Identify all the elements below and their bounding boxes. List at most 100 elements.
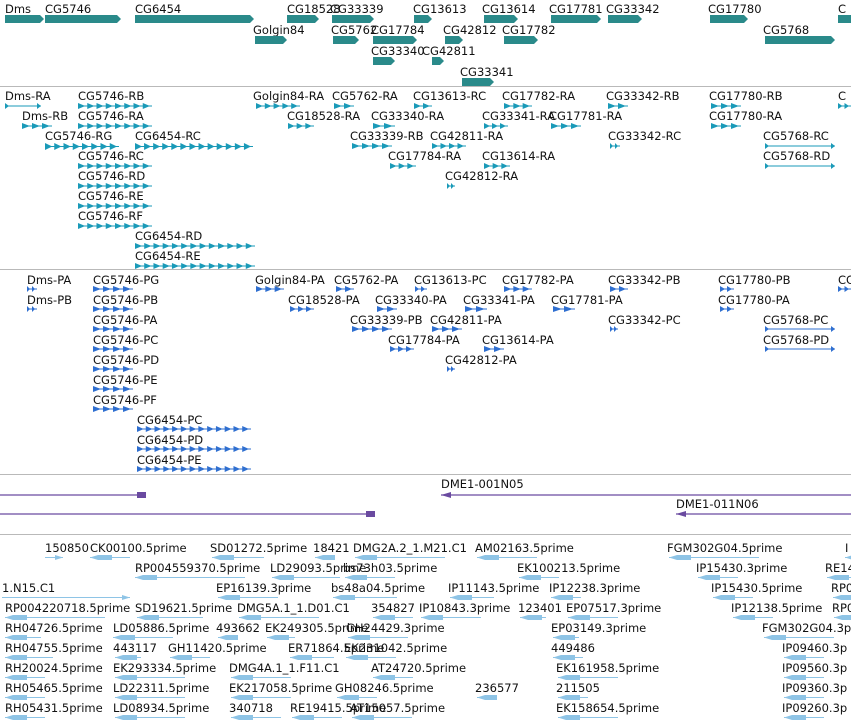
transcript-feature[interactable]	[834, 102, 851, 110]
transcript-label[interactable]: CG5746-RG	[45, 129, 113, 143]
protein-label[interactable]: CG5746-PE	[93, 373, 158, 387]
gene-label[interactable]: CG18528	[287, 2, 341, 16]
protein-label[interactable]: CG13613-PC	[414, 273, 487, 287]
est-feature[interactable]	[829, 594, 851, 601]
est-label[interactable]: 1.N15.C1	[2, 581, 56, 595]
est-feature[interactable]	[227, 674, 295, 681]
transcript-feature[interactable]	[18, 122, 56, 130]
est-label[interactable]: RP004220718.5prime	[5, 601, 131, 615]
est-feature[interactable]	[564, 614, 622, 621]
est-label[interactable]: IP12238.3prime	[549, 581, 641, 595]
est-feature[interactable]	[235, 614, 323, 621]
est-label[interactable]: 123401	[518, 601, 562, 615]
protein-feature[interactable]	[761, 325, 839, 333]
gene-feature[interactable]	[369, 56, 395, 66]
transcript-label[interactable]: CG5746-RC	[78, 149, 144, 163]
transcript-feature[interactable]	[761, 162, 839, 170]
protein-feature[interactable]	[252, 285, 288, 293]
est-label[interactable]: RE14	[825, 561, 851, 575]
transcript-feature[interactable]	[604, 102, 632, 110]
est-label[interactable]: EP16139.3prime	[216, 581, 312, 595]
est-feature[interactable]	[549, 654, 587, 661]
est-label[interactable]: 493662	[216, 621, 260, 635]
gene-feature[interactable]	[283, 14, 319, 24]
gene-label[interactable]: CG17784	[371, 23, 425, 37]
est-label[interactable]: FGM302G04.5prime	[667, 541, 783, 555]
est-label[interactable]: DMG4A.1_1.F11.C1	[229, 661, 340, 675]
protein-label[interactable]: CG	[838, 273, 851, 287]
est-label[interactable]: 340718	[229, 701, 273, 715]
est-feature[interactable]	[341, 574, 399, 581]
est-feature[interactable]	[516, 614, 550, 621]
transcript-label[interactable]: CG5746-RB	[78, 89, 145, 103]
est-feature[interactable]	[554, 674, 622, 681]
gene-feature[interactable]	[441, 35, 463, 45]
est-feature[interactable]	[111, 714, 189, 721]
transcript-label[interactable]: CG17781-RA	[549, 109, 623, 123]
protein-feature[interactable]	[89, 285, 137, 293]
est-label[interactable]: RH04726.5prime	[5, 621, 103, 635]
est-label[interactable]: AT15057.5prime	[350, 701, 446, 715]
est-feature[interactable]	[1, 694, 49, 701]
est-label[interactable]: GH24429.3prime	[346, 621, 445, 635]
protein-label[interactable]: CG6454-PE	[137, 453, 202, 467]
transcript-feature[interactable]	[74, 182, 156, 190]
protein-feature[interactable]	[89, 365, 137, 373]
gene-feature[interactable]	[251, 35, 287, 45]
gene-feature[interactable]	[329, 35, 359, 45]
est-label[interactable]: LD08934.5prime	[113, 701, 210, 715]
est-label[interactable]: EK293334.5prime	[113, 661, 217, 675]
protein-label[interactable]: CG17781-PA	[551, 293, 623, 307]
est-feature[interactable]	[547, 594, 585, 601]
est-label[interactable]: 449486	[551, 641, 595, 655]
transcript-feature[interactable]	[252, 102, 304, 110]
est-label[interactable]: AM02163.5prime	[475, 541, 574, 555]
est-label[interactable]: EK231042.5prime	[344, 641, 448, 655]
protein-feature[interactable]	[133, 445, 255, 453]
est-feature[interactable]	[1, 634, 45, 641]
est-label[interactable]: FGM302G04.3p	[762, 621, 851, 635]
gene-label[interactable]: CG5768	[763, 23, 810, 37]
transcript-label[interactable]: CG33340-RA	[371, 109, 445, 123]
protein-label[interactable]: CG5746-PD	[93, 353, 160, 367]
transcript-label[interactable]: CG17784-RA	[388, 149, 462, 163]
transcript-label[interactable]: Golgin84-RA	[253, 89, 325, 103]
transcript-feature[interactable]	[443, 182, 459, 190]
gene-feature[interactable]	[458, 77, 494, 87]
est-feature[interactable]	[369, 674, 417, 681]
est-label[interactable]: bs73h03.5prime	[343, 561, 438, 575]
gene-feature[interactable]	[1, 14, 44, 24]
est-feature[interactable]	[86, 554, 134, 561]
gene-feature[interactable]	[500, 35, 538, 45]
est-label[interactable]: IP15430.5prime	[711, 581, 803, 595]
est-label[interactable]: 150850	[45, 541, 89, 555]
protein-feature[interactable]	[133, 465, 255, 473]
bac-clone-label[interactable]: DME1-011N06	[676, 497, 759, 511]
est-label[interactable]: GH08246.5prime	[335, 681, 434, 695]
gene-feature[interactable]	[834, 14, 851, 24]
est-label[interactable]: CK00100.5prime	[90, 541, 187, 555]
est-feature[interactable]	[729, 614, 777, 621]
est-label[interactable]: IP10843.3prime	[419, 601, 511, 615]
gene-feature[interactable]	[369, 35, 417, 45]
est-label[interactable]: SD01272.5prime	[210, 541, 308, 555]
protein-feature[interactable]	[89, 305, 137, 313]
est-feature[interactable]	[268, 574, 344, 581]
protein-feature[interactable]	[500, 285, 536, 293]
est-feature[interactable]	[1, 614, 109, 621]
gene-label[interactable]: CG13613	[413, 2, 467, 16]
est-label[interactable]: DMG5A.1_1.D01.C1	[237, 601, 350, 615]
est-feature[interactable]	[446, 594, 498, 601]
est-label[interactable]: LD29093.5prime	[270, 561, 367, 575]
est-label[interactable]: EP07517.3prime	[566, 601, 662, 615]
protein-label[interactable]: CG6454-PC	[137, 413, 203, 427]
est-label[interactable]: RH04755.5prime	[5, 641, 103, 655]
est-label[interactable]: 443117	[113, 641, 157, 655]
transcript-feature[interactable]	[330, 102, 358, 110]
est-feature[interactable]	[554, 694, 592, 701]
protein-feature[interactable]	[716, 285, 738, 293]
protein-label[interactable]: CG33340-PA	[375, 293, 447, 307]
est-label[interactable]: I	[845, 541, 849, 555]
transcript-label[interactable]: CG6454-RD	[135, 229, 203, 243]
transcript-feature[interactable]	[606, 142, 624, 150]
